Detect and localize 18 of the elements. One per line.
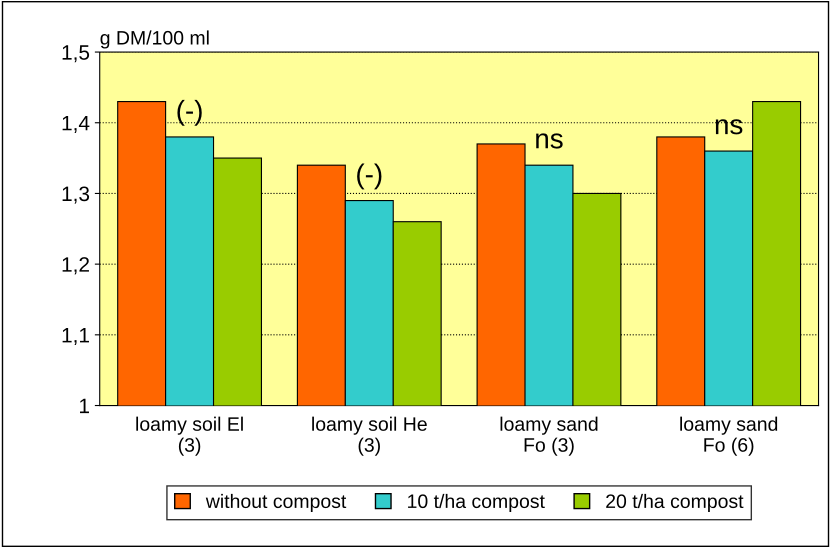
y-tick-label: 1,2 [62,257,89,274]
y-tick-label: 1,3 [62,186,90,204]
x-tick-label: loamy sand Fo (3) [500,416,598,456]
x-tick-label: loamy soil He (3) [312,416,427,456]
legend-label: without compost [206,494,346,512]
y-tick-label: 1,5 [62,45,90,62]
y-axis-title: g DM/100 ml [100,30,209,49]
annotation: (-) [357,164,382,190]
legend-label: 20 t/ha compost [606,494,744,512]
y-tick-label: 1,1 [62,328,89,346]
annotation: ns [536,133,563,149]
x-tick-label: loamy soil El (3) [136,416,243,456]
y-tick-label: 1,4 [62,116,90,133]
annotation: (-) [177,100,202,126]
legend-label: 10 t/ha compost [408,494,545,512]
annotation: ns [716,119,742,134]
y-tick-label: 1 [80,398,89,414]
x-tick-label: loamy sand Fo (6) [680,416,778,456]
